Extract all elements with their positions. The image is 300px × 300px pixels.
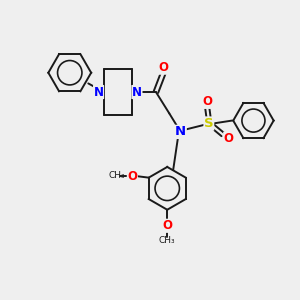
Text: N: N [94,85,103,98]
Text: CH₃: CH₃ [159,236,175,245]
Text: O: O [224,132,234,145]
Text: S: S [204,117,214,130]
Text: O: O [158,61,168,74]
Text: N: N [175,125,186,138]
Text: O: O [162,219,172,232]
Text: O: O [202,95,212,108]
Text: O: O [128,170,137,183]
Text: N: N [132,85,142,98]
Text: CH₃: CH₃ [108,171,125,180]
